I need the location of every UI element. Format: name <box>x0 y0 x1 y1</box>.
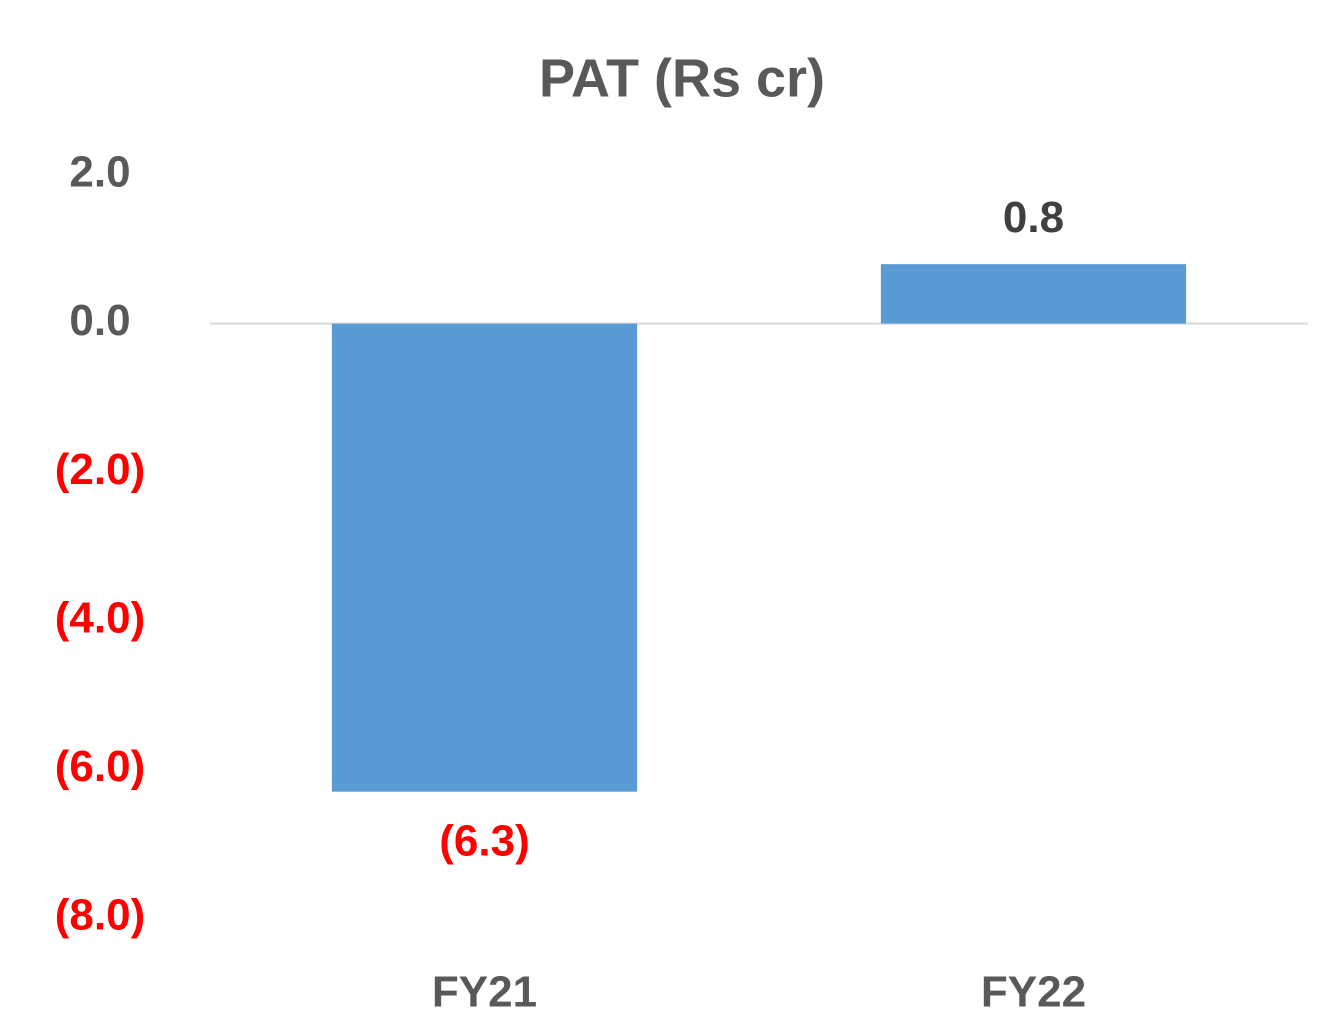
chart-title: PAT (Rs cr) <box>539 48 825 108</box>
y-tick-label: (6.0) <box>55 742 145 791</box>
data-label: 0.8 <box>1003 193 1064 242</box>
y-tick-label: 2.0 <box>69 148 130 197</box>
y-tick-label: (8.0) <box>55 891 145 940</box>
x-tick-label: FY21 <box>432 968 537 1017</box>
data-label: (6.3) <box>439 816 529 865</box>
bar <box>880 264 1187 324</box>
y-tick-label: 0.0 <box>69 296 130 345</box>
bar <box>331 323 638 792</box>
y-tick-label: (4.0) <box>55 593 145 642</box>
y-tick-label: (2.0) <box>55 445 145 494</box>
x-tick-label: FY22 <box>981 968 1086 1017</box>
